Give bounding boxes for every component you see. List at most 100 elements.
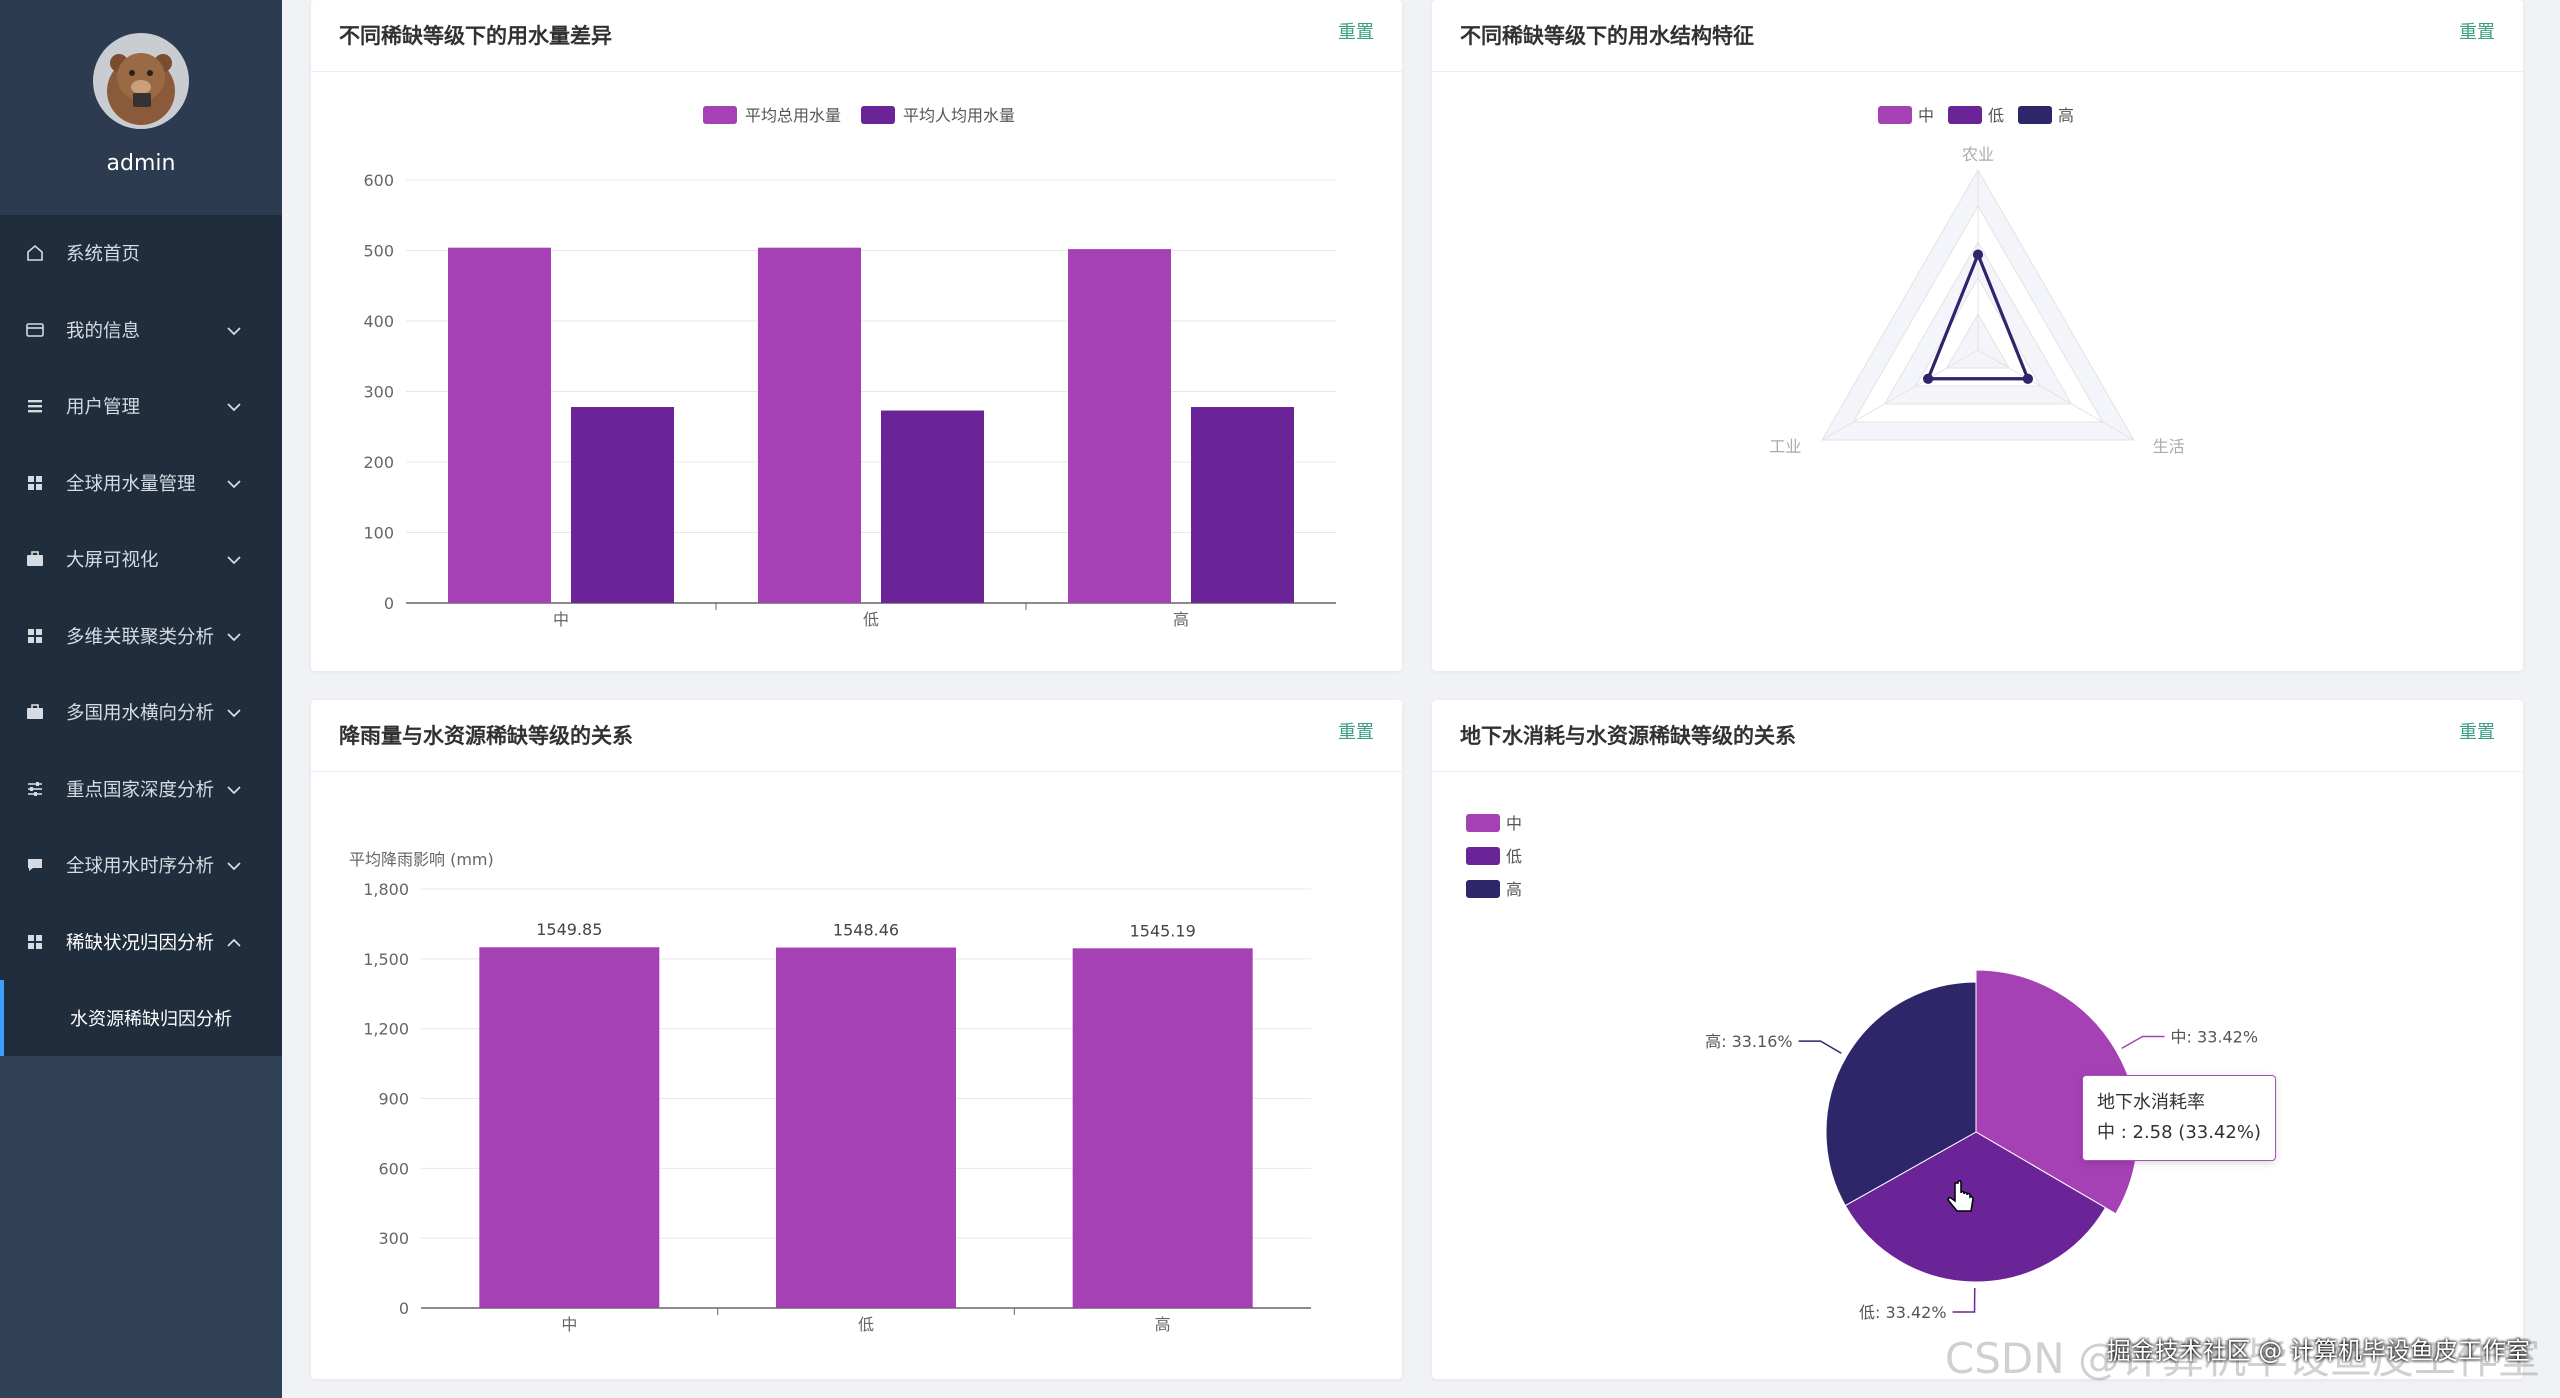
sidebar-item-label: 全球用水量管理 [66,473,196,495]
bar [881,410,984,603]
sidebar-item[interactable]: 大屏可视化 [0,521,282,598]
legend-label: 高 [2058,106,2074,125]
chevron-down-icon [226,702,242,723]
chat-icon [24,854,46,876]
radar-series-line [1925,250,2031,381]
pie-label-line [2121,1035,2165,1050]
reset-button[interactable]: 重置 [1338,722,1374,743]
radar-indicator-label: 生活 [2153,437,2185,456]
sidebar-item[interactable]: 稀缺状况归因分析 [0,904,282,981]
data-label: 1549.85 [536,920,602,939]
x-tick-label: 高 [1173,610,1189,629]
bar [571,407,674,603]
x-tick-label: 中 [561,1315,577,1334]
sidebar-item-label: 用户管理 [66,397,141,419]
bar [1191,407,1294,603]
bar [479,947,660,1308]
reset-button[interactable]: 重置 [2459,22,2495,43]
pie-label: 高: 33.16% [1705,1032,1793,1051]
sidebar-item[interactable]: 全球用水量管理 [0,445,282,522]
y-tick-label: 0 [399,1299,409,1318]
sidebar-item-label: 多维关联聚类分析 [66,626,215,648]
sidebar-item[interactable]: 全球用水时序分析 [0,827,282,904]
y-tick-label: 500 [363,242,394,261]
bar-chart-rainfall: 平均降雨影响 (mm) 0 300 600 900 1,200 1,500 1,800 1549… [349,850,1311,1334]
radar-point [2022,373,2033,384]
pie-label-line [1952,1287,1976,1313]
legend-label: 中 [1506,814,1522,833]
sidebar-item[interactable]: 多维关联聚类分析 [0,598,282,675]
bar [448,247,551,603]
panel-groundwater: 地下水消耗与水资源稀缺等级的关系 重置 中低高中: 33.42% 低: 33.42… [1432,700,2523,1379]
sidebar-item-label: 全球用水时序分析 [66,856,215,878]
sliders-icon [24,778,46,800]
legend-swatch [1466,847,1500,865]
y-tick-label: 1,500 [363,950,409,969]
briefcase-icon [24,548,46,570]
panel-title: 不同稀缺等级下的用水量差异 [339,24,612,48]
chevron-down-icon [226,626,242,647]
radar-indicator-label: 农业 [1962,145,1994,164]
watermark: CSDN @计算机毕设鱼皮工作室 [1944,1334,2540,1383]
pie-slice [1825,981,1977,1207]
sidebar-item-label: 大屏可视化 [66,550,159,572]
panel-rainfall: 降雨量与水资源稀缺等级的关系 重置 平均降雨影响 (mm) 0 300 600 900 1… [311,700,1402,1379]
y-tick-label: 600 [363,171,394,190]
sidebar-item[interactable]: 我的信息 [0,292,282,369]
sidebar-item-label: 我的信息 [66,320,141,342]
sidebar-item[interactable]: 用户管理 [0,368,282,445]
legend-swatch [703,106,737,124]
y-tick-label: 300 [378,1229,409,1248]
card-icon [24,319,46,341]
y-axis-label: 平均降雨影响 (mm) [349,850,494,869]
y-tick-label: 0 [384,594,394,613]
chevron-up-icon [226,932,242,953]
panel-header: 降雨量与水资源稀缺等级的关系 重置 [311,700,1402,772]
panel-title: 不同稀缺等级下的用水结构特征 [1460,24,1754,48]
sidebar-item-label: 重点国家深度分析 [66,779,215,801]
avatar[interactable] [93,33,189,129]
bar [776,947,956,1308]
legend-label: 平均总用水量 [745,106,841,125]
legend-label: 低 [1988,106,2004,125]
chevron-down-icon [226,779,242,800]
radar-point [1973,249,1983,260]
y-tick-label: 600 [378,1159,409,1178]
submenu-item-water-scarcity-attribution[interactable]: 水资源稀缺归因分析 [0,980,282,1056]
chevron-down-icon [226,320,242,341]
panel-header: 不同稀缺等级下的用水结构特征 重置 [1432,0,2523,72]
legend-swatch [1466,814,1500,832]
chevron-down-icon [226,396,242,417]
y-tick-label: 300 [363,383,394,402]
legend-label: 低 [1506,847,1522,866]
list-icon [24,395,46,417]
bar-chart-usage: 平均总用水量 平均人均用水量 0 100 200 300 400 500 600 中 低 高 [363,106,1336,629]
radar-point [1923,373,1934,384]
bar [758,247,861,603]
tooltip-title: 地下水消耗率 [2097,1092,2205,1113]
briefcase-icon [24,701,46,723]
sidebar: admin 系统首页 我的信息 用户管理 全球用水量管理 大屏可视化 多维关联聚类分析 多国… [0,0,282,1398]
sidebar-item-label: 多国用水横向分析 [66,703,215,725]
sidebar-item[interactable]: 多国用水横向分析 [0,674,282,751]
chevron-down-icon [226,549,242,570]
cursor-hand-icon [1947,1180,1974,1212]
data-label: 1545.19 [1130,921,1196,940]
reset-button[interactable]: 重置 [2459,722,2495,743]
bar [1072,948,1253,1308]
y-tick-label: 1,800 [363,880,409,899]
sidebar-item-label: 稀缺状况归因分析 [66,932,215,954]
sidebar-menu: 系统首页我的信息用户管理全球用水量管理 大屏可视化多维关联聚类分析 多国用水横向分析… [0,215,282,980]
watermark-overlay: 掘金技术社区 @ 计算机毕设鱼皮工作室 [2106,1337,2530,1365]
legend-label: 平均人均用水量 [903,106,1015,125]
x-tick-label: 低 [858,1315,874,1334]
panel-header: 不同稀缺等级下的用水量差异 重置 [311,0,1402,72]
reset-button[interactable]: 重置 [1338,22,1374,43]
panel-structure-by-scarcity: 不同稀缺等级下的用水结构特征 重置 中 低 高农业 生活 工业 [1432,0,2523,671]
sidebar-item[interactable]: 重点国家深度分析 [0,751,282,828]
sidebar-item[interactable]: 系统首页 [0,215,282,292]
radar-indicator-label: 工业 [1769,437,1801,456]
chart-tooltip: 地下水消耗率 中 : 2.58 (33.42%) [2082,1075,2276,1161]
